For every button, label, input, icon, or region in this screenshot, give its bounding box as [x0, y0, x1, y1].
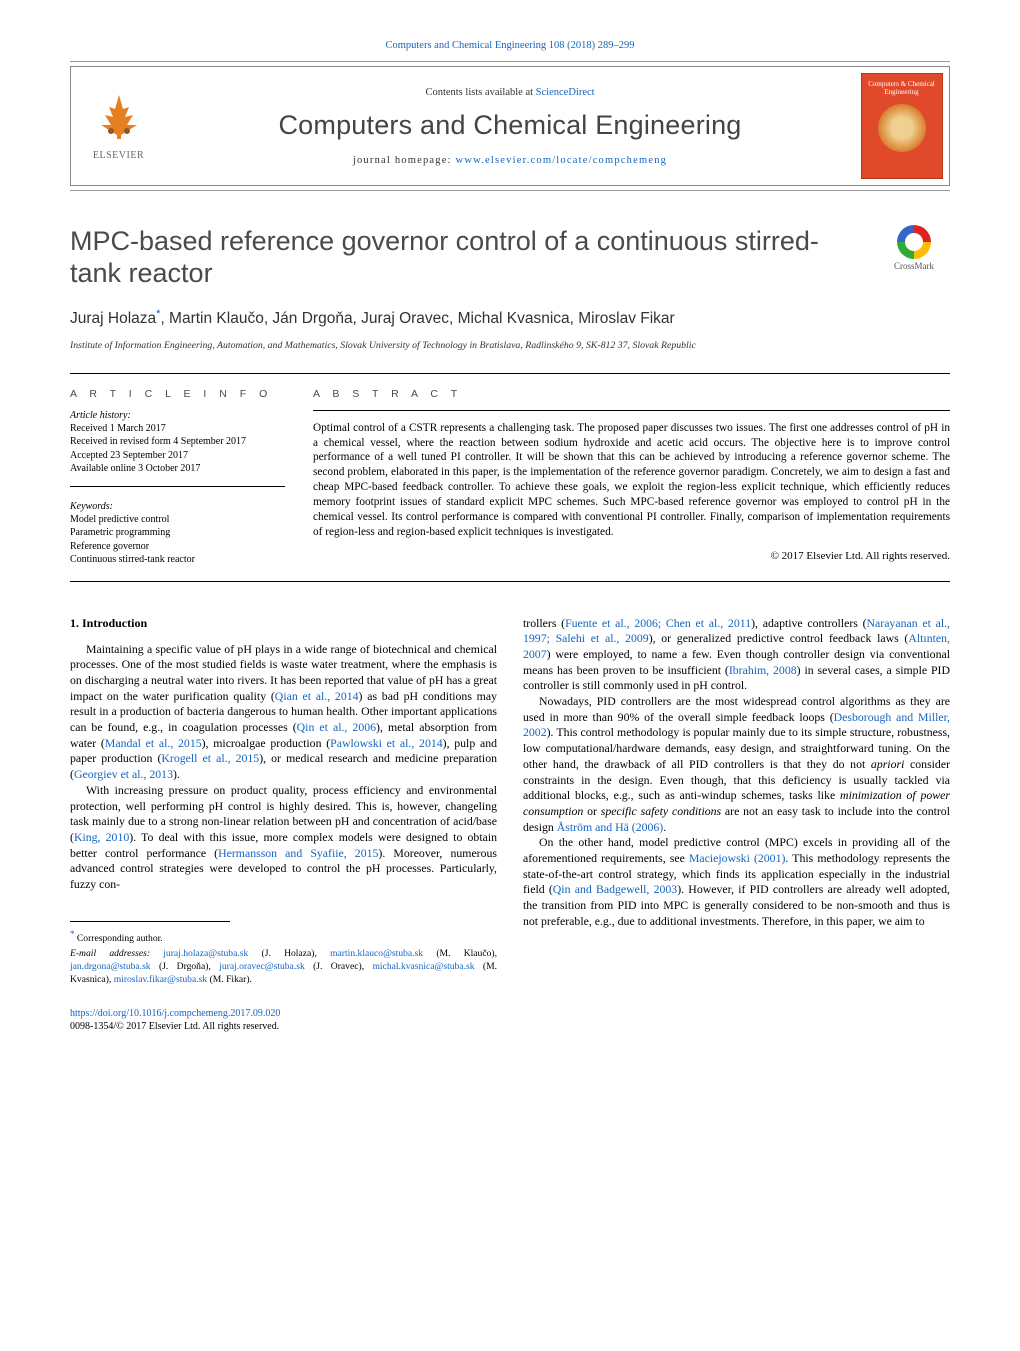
email-link[interactable]: michal.kvasnica@stuba.sk: [372, 961, 474, 972]
abstract-text: Optimal control of a CSTR represents a c…: [313, 421, 950, 540]
elsevier-logo[interactable]: ELSEVIER: [91, 91, 147, 161]
rule: [70, 190, 950, 191]
corresponding-author: Corresponding author.: [77, 933, 163, 944]
publisher-name: ELSEVIER: [93, 150, 144, 161]
italic-text: specific safety conditions: [601, 804, 721, 818]
sciencedirect-link[interactable]: ScienceDirect: [536, 87, 595, 98]
rule: [313, 410, 950, 411]
journal-cover-thumb[interactable]: Computers & Chemical Engineering: [861, 73, 943, 179]
body-paragraph: Nowadays, PID controllers are the most w…: [523, 694, 950, 835]
crossmark-badge[interactable]: CrossMark: [878, 225, 950, 271]
footnotes: * Corresponding author. E-mail addresses…: [70, 928, 497, 987]
email-link[interactable]: jan.drgona@stuba.sk: [70, 961, 151, 972]
email-name: (J. Drgoňa): [159, 961, 208, 972]
citation-link[interactable]: Pawlowski et al., 2014: [330, 736, 443, 750]
history-line: Available online 3 October 2017: [70, 462, 285, 476]
citation-link[interactable]: King, 2010: [74, 830, 129, 844]
keyword: Parametric programming: [70, 526, 285, 540]
footnote-rule: [70, 921, 230, 922]
citation-link[interactable]: Qin and Badgewell, 2003: [553, 882, 677, 896]
journal-cover-area: Computers & Chemical Engineering: [854, 67, 949, 185]
article-info-heading: A R T I C L E I N F O: [70, 388, 285, 400]
history-head: Article history:: [70, 410, 285, 421]
italic-text: apriori: [871, 757, 904, 771]
citation-link[interactable]: Mandal et al., 2015: [105, 736, 202, 750]
citation-link[interactable]: Qian et al., 2014: [275, 689, 359, 703]
cover-text: Computers & Chemical Engineering: [866, 80, 938, 96]
journal-header-center: Contents lists available at ScienceDirec…: [166, 67, 854, 185]
email-name: (J. Holaza): [262, 948, 315, 959]
journal-header: ELSEVIER Contents lists available at Sci…: [70, 66, 950, 186]
citation-link[interactable]: Georgiev et al., 2013: [74, 767, 173, 781]
doi-block: https://doi.org/10.1016/j.compchemeng.20…: [70, 1007, 950, 1034]
keyword: Model predictive control: [70, 513, 285, 527]
text: ), or generalized predictive control fee…: [649, 631, 909, 645]
text: or: [583, 804, 600, 818]
text: ), adaptive controllers (: [751, 616, 866, 630]
section-title: 1. Introduction: [70, 616, 497, 632]
contents-prefix: Contents lists available at: [425, 87, 535, 98]
citation-link[interactable]: Qin et al., 2006: [297, 720, 376, 734]
homepage-prefix: journal homepage:: [353, 155, 456, 166]
email-link[interactable]: martin.klauco@stuba.sk: [330, 948, 423, 959]
citation-link[interactable]: Krogell et al., 2015: [161, 751, 259, 765]
journal-title: Computers and Chemical Engineering: [278, 110, 741, 141]
abstract-copyright: © 2017 Elsevier Ltd. All rights reserved…: [313, 550, 950, 562]
text: trollers (: [523, 616, 565, 630]
citation-link[interactable]: Ibrahim, 2008: [729, 663, 797, 677]
elsevier-tree-icon: [91, 91, 147, 146]
article-title: MPC-based reference governor control of …: [70, 225, 858, 290]
citation-link[interactable]: Maciejowski (2001): [689, 851, 786, 865]
journal-homepage: journal homepage: www.elsevier.com/locat…: [353, 155, 667, 166]
email-name: (J. Oravec): [313, 961, 362, 972]
email-name: (M. Klaučo): [436, 948, 494, 959]
email-link[interactable]: miroslav.fikar@stuba.sk: [114, 974, 207, 985]
email-link[interactable]: juraj.oravec@stuba.sk: [219, 961, 305, 972]
body-paragraph: trollers (Fuente et al., 2006; Chen et a…: [523, 616, 950, 694]
history-line: Received in revised form 4 September 201…: [70, 435, 285, 449]
history-line: Accepted 23 September 2017: [70, 449, 285, 463]
body-left-column: 1. Introduction Maintaining a specific v…: [70, 616, 497, 987]
affiliation: Institute of Information Engineering, Au…: [70, 340, 950, 353]
issn-copyright: 0098-1354/© 2017 Elsevier Ltd. All right…: [70, 1021, 279, 1032]
email-link[interactable]: juraj.holaza@stuba.sk: [163, 948, 248, 959]
keyword: Continuous stirred-tank reactor: [70, 553, 285, 567]
doi-link[interactable]: https://doi.org/10.1016/j.compchemeng.20…: [70, 1008, 280, 1019]
publisher-logo-area: ELSEVIER: [71, 67, 166, 185]
citation-link[interactable]: Fuente et al., 2006; Chen et al., 2011: [565, 616, 751, 630]
email-addresses: E-mail addresses: juraj.holaza@stuba.sk …: [70, 948, 497, 987]
keywords-head: Keywords:: [70, 501, 285, 512]
body-paragraph: With increasing pressure on product qual…: [70, 783, 497, 893]
keyword: Reference governor: [70, 540, 285, 554]
text: ), microalgae production (: [202, 736, 331, 750]
cover-image-icon: [878, 104, 926, 152]
abstract-column: A B S T R A C T Optimal control of a CST…: [313, 374, 950, 581]
email-label: E-mail addresses:: [70, 948, 150, 959]
crossmark-icon: [897, 225, 931, 259]
email-name: (M. Fikar): [210, 974, 250, 985]
authors: Juraj Holaza*, Martin Klaučo, Ján Drgoňa…: [70, 308, 950, 328]
crossmark-label: CrossMark: [894, 261, 934, 271]
article-info-column: A R T I C L E I N F O Article history: R…: [70, 374, 285, 581]
history-line: Received 1 March 2017: [70, 422, 285, 436]
body-paragraph: On the other hand, model predictive cont…: [523, 835, 950, 929]
text: .: [663, 820, 666, 834]
journal-ref-link[interactable]: Computers and Chemical Engineering 108 (…: [385, 40, 634, 51]
abstract-heading: A B S T R A C T: [313, 388, 950, 400]
body-paragraph: Maintaining a specific value of pH plays…: [70, 642, 497, 783]
citation-link[interactable]: Hermansson and Syafiie, 2015: [218, 846, 378, 860]
journal-homepage-link[interactable]: www.elsevier.com/locate/compchemeng: [456, 155, 668, 166]
rule: [70, 61, 950, 62]
body-right-column: trollers (Fuente et al., 2006; Chen et a…: [523, 616, 950, 987]
citation-link[interactable]: Åström and Hä (2006): [557, 820, 663, 834]
contents-line: Contents lists available at ScienceDirec…: [425, 87, 594, 98]
journal-ref-top: Computers and Chemical Engineering 108 (…: [70, 40, 950, 51]
text: ).: [173, 767, 180, 781]
